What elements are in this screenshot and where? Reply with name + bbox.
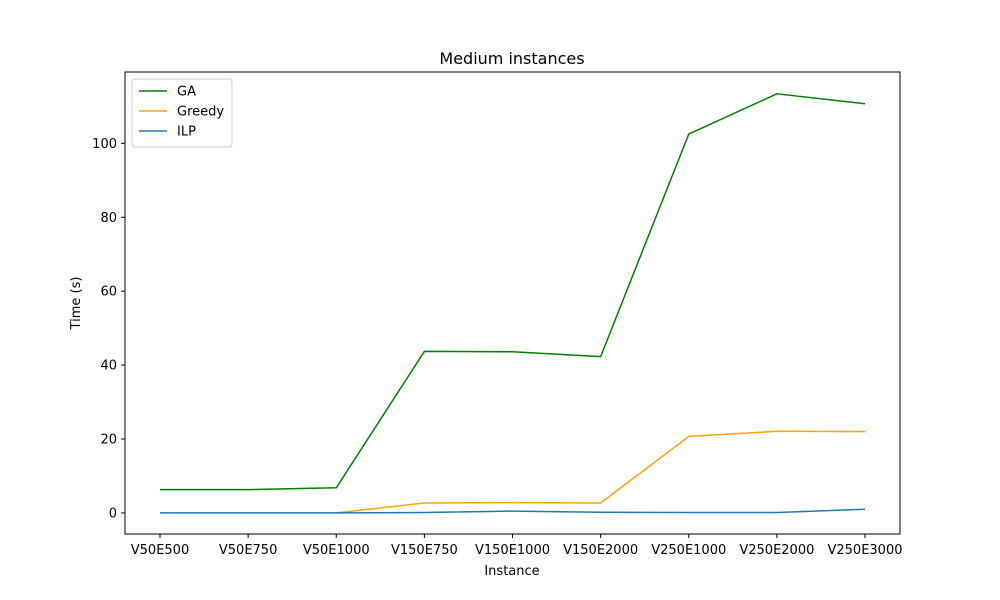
x-tick-label: V50E750 <box>219 543 277 558</box>
chart-title: Medium instances <box>439 49 584 68</box>
legend: GA Greedy ILP <box>131 78 233 148</box>
legend-label: GA <box>177 85 196 100</box>
x-tick-label: V150E2000 <box>563 543 638 558</box>
x-axis: V50E500 V50E750 V50E1000 V150E750 V150E1000 V… <box>131 534 903 558</box>
x-tick-label: V50E500 <box>131 543 189 558</box>
y-tick-label: 0 <box>109 506 117 521</box>
y-tick-label: 60 <box>100 285 117 300</box>
x-tick-label: V150E750 <box>391 543 458 558</box>
x-tick-label: V150E1000 <box>475 543 550 558</box>
x-tick-label: V50E1000 <box>303 543 370 558</box>
y-tick-label: 40 <box>100 359 117 374</box>
y-tick-label: 100 <box>92 137 117 152</box>
series-line-ilp <box>160 508 866 514</box>
legend-box <box>131 78 233 148</box>
y-tick-label: 20 <box>100 433 117 448</box>
legend-label: ILP <box>177 125 196 140</box>
series-line-ga <box>160 93 866 491</box>
x-axis-label: Instance <box>484 564 539 579</box>
plot-area <box>160 93 866 514</box>
plot-frame <box>124 71 901 535</box>
x-tick-label: V250E2000 <box>739 543 814 558</box>
y-tick-label: 80 <box>100 211 117 226</box>
x-tick-label: V250E3000 <box>827 543 902 558</box>
y-axis: 0 20 40 60 80 100 <box>92 137 125 521</box>
x-tick-label: V250E1000 <box>651 543 726 558</box>
legend-label: Greedy <box>177 105 224 120</box>
series-line-greedy <box>336 430 866 514</box>
y-axis-label: Time (s) <box>69 277 84 331</box>
